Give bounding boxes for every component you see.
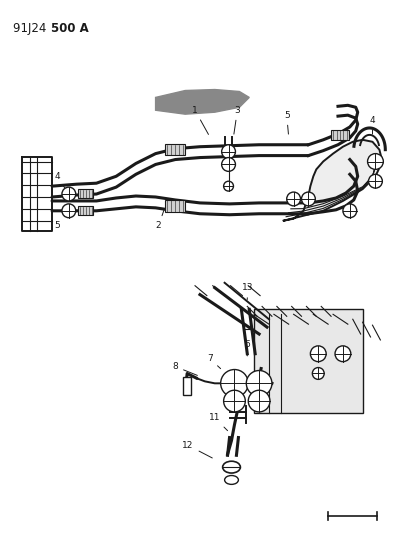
Text: 3: 3 [234,106,240,134]
Circle shape [312,368,324,379]
Circle shape [222,158,236,172]
Bar [331,130,349,140]
Circle shape [368,154,383,169]
Polygon shape [156,90,249,114]
Circle shape [221,369,248,397]
Bar [78,189,93,198]
Circle shape [335,346,351,361]
Text: 8: 8 [173,362,197,375]
Text: 91J24: 91J24 [13,21,50,35]
Text: 4: 4 [54,172,65,189]
Circle shape [343,204,357,217]
Circle shape [62,187,76,201]
Text: 1: 1 [192,106,208,134]
Bar [254,309,362,413]
Circle shape [287,192,301,206]
Text: 6: 6 [244,341,250,356]
Circle shape [224,390,245,412]
Bar [165,200,185,212]
Circle shape [246,370,272,396]
Text: 4: 4 [370,116,375,134]
Circle shape [62,204,76,217]
Text: 2: 2 [156,208,165,230]
Bar [165,144,185,155]
Polygon shape [284,140,382,221]
Text: 500 A: 500 A [51,21,89,35]
FancyBboxPatch shape [183,377,191,395]
Text: 13: 13 [242,283,253,300]
Ellipse shape [225,475,238,484]
Text: 7: 7 [207,354,221,369]
Text: 10: 10 [256,392,270,406]
Text: 11: 11 [209,413,228,431]
Circle shape [310,346,326,361]
Circle shape [248,390,270,412]
Circle shape [368,174,382,188]
Circle shape [301,192,315,206]
Circle shape [222,145,236,158]
Circle shape [224,181,234,191]
Text: 12: 12 [182,441,212,458]
Ellipse shape [223,461,240,473]
Bar [78,206,93,215]
Text: 9: 9 [255,379,267,391]
Text: 5: 5 [284,111,290,134]
Text: 5: 5 [54,215,65,230]
